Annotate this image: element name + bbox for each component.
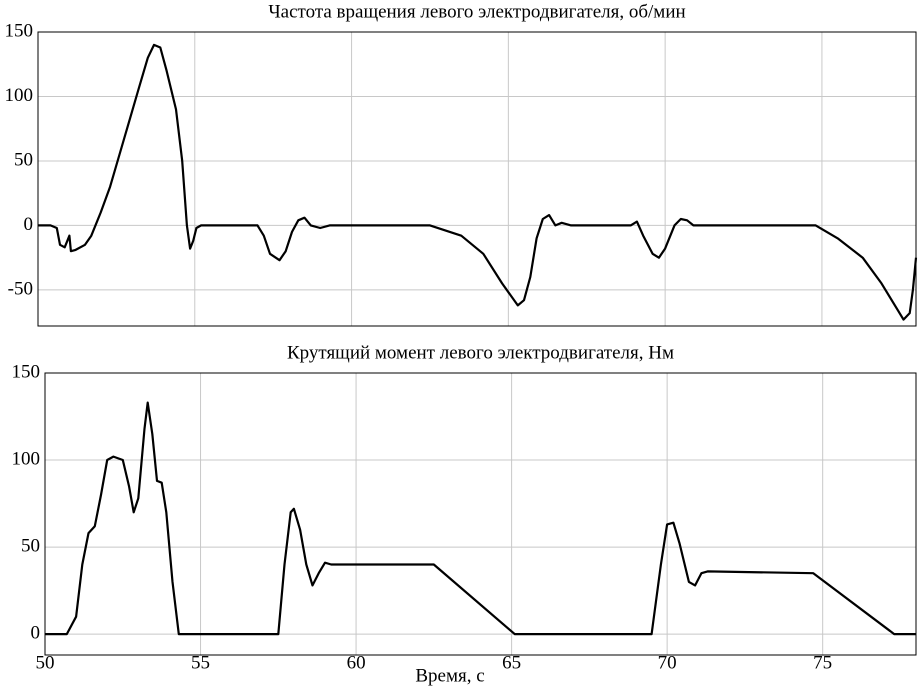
x-tick-label: 65 — [502, 652, 521, 673]
y-tick-label: 150 — [12, 361, 41, 382]
y-tick-label: 0 — [24, 214, 34, 235]
chart-title: Частота вращения левого электродвигателя… — [268, 1, 685, 22]
y-tick-label: 100 — [5, 85, 34, 106]
plot-frame — [37, 31, 917, 327]
x-axis-label: Время, с — [415, 665, 484, 686]
y-tick-label: 100 — [12, 448, 41, 469]
x-tick-label: 70 — [658, 652, 677, 673]
y-tick-label: 50 — [14, 149, 33, 170]
y-tick-label: 50 — [21, 535, 40, 556]
y-tick-label: 0 — [31, 622, 41, 643]
chart-title: Крутящий момент левого электродвигателя,… — [287, 342, 674, 363]
x-tick-label: 50 — [36, 652, 55, 673]
x-tick-label: 60 — [347, 652, 366, 673]
data-line — [45, 401, 916, 636]
y-tick-label: 150 — [5, 20, 34, 41]
x-tick-label: 75 — [813, 652, 832, 673]
data-line — [38, 43, 918, 321]
x-tick-label: 55 — [191, 652, 210, 673]
plot-frame — [44, 372, 917, 656]
y-tick-label: -50 — [8, 278, 33, 299]
